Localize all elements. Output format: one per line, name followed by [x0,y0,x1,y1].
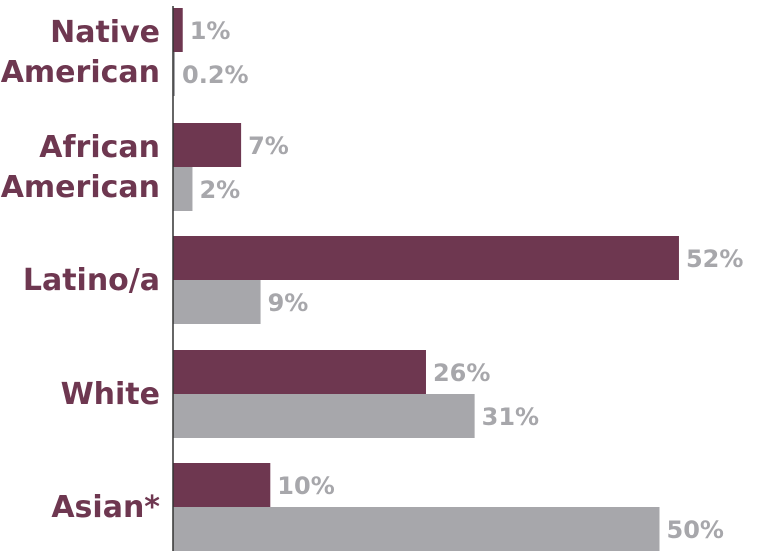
bar-african-american-series-1 [173,123,242,167]
value-label-asian-series-1: 10% [277,472,334,500]
category-label-african-american-line-1: African [39,130,160,165]
bars-group [173,8,679,551]
value-label-latino-a-series-2: 9% [268,289,309,317]
value-label-native-american-series-2: 0.2% [182,61,249,89]
bar-native-american-series-2 [173,52,175,96]
value-label-white-series-1: 26% [433,359,490,387]
category-label-white: White [61,377,160,412]
category-labels: Native American African American Latino/a Whi… [1,15,161,525]
bar-native-american-series-1 [173,8,183,52]
value-label-latino-a-series-1: 52% [686,245,743,273]
category-label-latino-a: Latino/a [23,263,160,298]
value-label-white-series-2: 31% [482,403,539,431]
bar-white-series-2 [173,394,475,438]
category-label-asian: Asian* [51,490,160,525]
value-labels: 1% 0.2% 7% 2% 52% 9% 26% 31% 10% 50% [182,17,743,544]
value-label-african-american-series-1: 7% [248,132,289,160]
category-label-native-american-line-2: American [1,55,160,90]
category-label-native-american-line-1: Native [50,15,160,50]
value-label-native-american-series-1: 1% [190,17,231,45]
bar-white-series-1 [173,350,426,394]
bar-latino-a-series-1 [173,236,679,280]
bar-african-american-series-2 [173,167,193,211]
bar-asian-series-1 [173,463,271,507]
bar-latino-a-series-2 [173,280,261,324]
value-label-asian-series-2: 50% [667,516,724,544]
category-label-african-american-line-2: American [1,170,160,205]
value-label-african-american-series-2: 2% [199,176,240,204]
bar-asian-series-2 [173,507,660,551]
